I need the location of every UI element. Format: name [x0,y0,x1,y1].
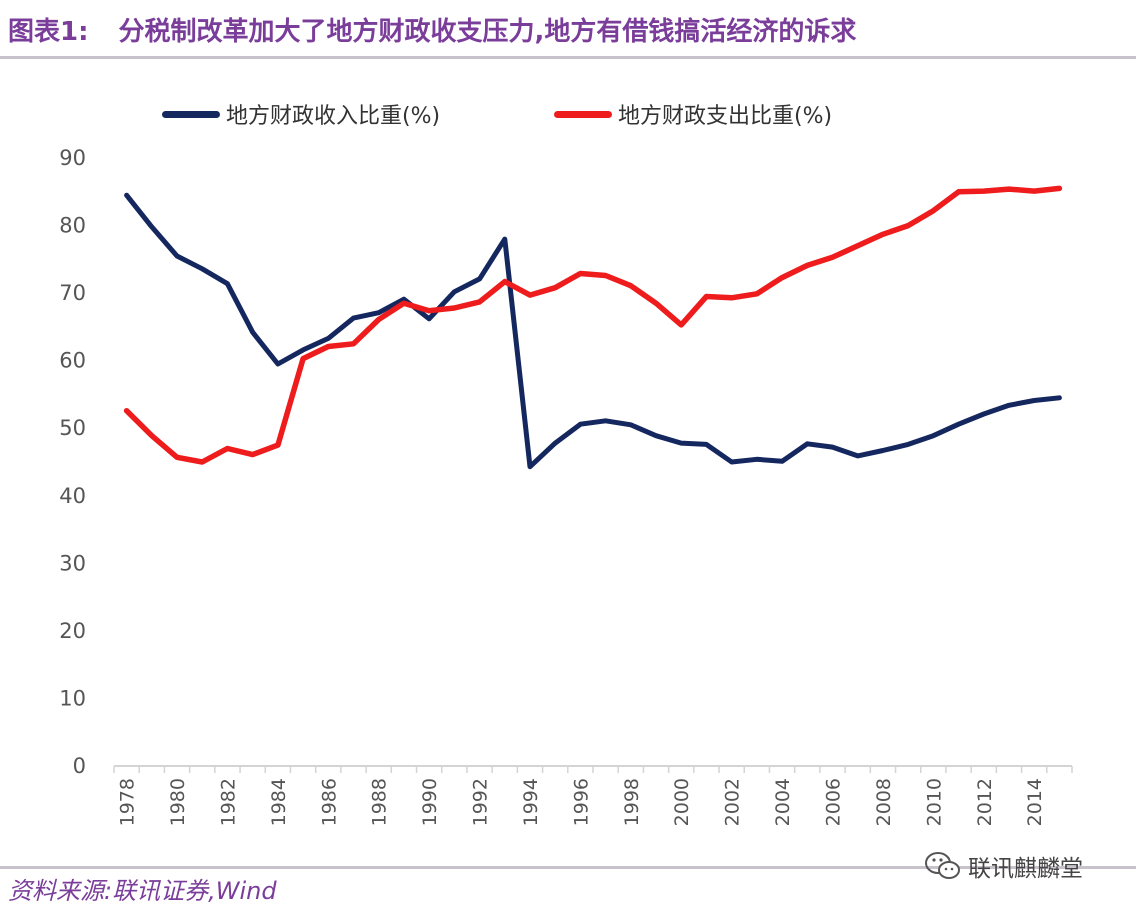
figure-title-label: 图表1: [8,17,89,47]
legend-label-revenue: 地方财政收入比重(%) [226,104,441,129]
x-tick-label: 2010 [923,778,945,826]
x-tick-label: 2006 [823,778,845,826]
x-tick-label: 1978 [117,778,139,826]
y-tick-label: 30 [59,551,86,575]
line-chart: 0 10 20 30 40 50 60 70 80 90 1978 1980 1982 1984 1986 1… [59,146,1073,826]
x-tick-label: 1990 [419,778,441,826]
y-tick-label: 70 [59,281,86,305]
legend-swatch-revenue [162,110,220,118]
x-tick-label: 1992 [470,778,492,826]
y-tick-label: 50 [59,416,86,440]
x-tick-label: 1988 [369,778,391,826]
x-tick-label: 1986 [318,778,340,826]
y-tick-label: 40 [59,484,86,508]
x-tick-label: 1982 [217,778,239,826]
series-line-revenue [124,192,1062,470]
legend-swatch-expenditure [554,110,612,118]
series-line-expenditure [123,185,1063,465]
x-tick-label: 1998 [621,778,643,826]
source-note: 资料来源:联讯证券,Wind [8,877,277,905]
wechat-icon [925,852,960,879]
x-tick-label: 2000 [671,778,693,826]
x-tick-label: 1996 [570,778,592,826]
x-tick-label: 2012 [974,778,996,826]
watermark-text: 联讯麒麟堂 [968,856,1083,882]
y-tick-label: 10 [59,686,86,710]
figure-title-text: 分税制改革加大了地方财政收支压力,地方有借钱搞活经济的诉求 [118,17,857,47]
legend-item-expenditure: 地方财政支出比重(%) [554,96,832,132]
figure-title: 图表1: 分税制改革加大了地方财政收支压力,地方有借钱搞活经济的诉求 [8,12,856,52]
x-tick-label: 2008 [873,778,895,826]
y-tick-label: 0 [73,754,86,778]
legend-label-expenditure: 地方财政支出比重(%) [618,104,833,129]
y-tick-label: 90 [59,146,86,170]
y-tick-label: 80 [59,214,86,238]
legend-item-revenue: 地方财政收入比重(%) [162,96,440,132]
x-tick-label: 1980 [167,778,189,826]
x-tick-label: 1994 [520,778,542,826]
title-divider [0,56,1136,59]
x-tick-label: 2014 [1024,778,1046,826]
y-tick-label: 20 [59,619,86,643]
footer-divider [0,866,1136,869]
x-tick-label: 2004 [772,778,794,826]
x-tick-label: 1984 [268,778,290,826]
y-tick-label: 60 [59,349,86,373]
x-tick-label: 2002 [722,778,744,826]
watermark: 联讯麒麟堂 [924,846,1083,886]
